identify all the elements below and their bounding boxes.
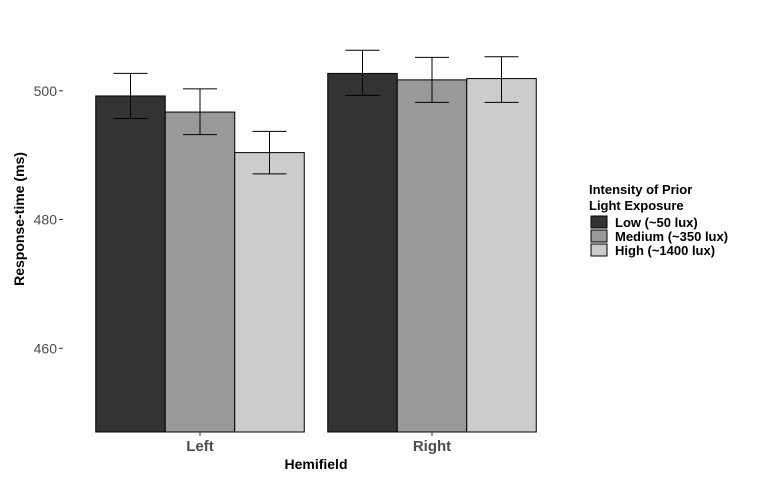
legend-label-3: High (~1400 lux) (615, 243, 715, 258)
bar-right-2 (396, 79, 468, 433)
bar-left-3 (234, 152, 305, 433)
legend-swatch-3 (590, 243, 608, 257)
x-axis-title: Hemifield (284, 456, 347, 472)
legend: Intensity of Prior Light Exposure Low (~… (589, 182, 728, 258)
legend-label-2: Medium (~350 lux) (615, 229, 728, 244)
bars-layer (95, 72, 537, 433)
y-axis: 460 480 500 (34, 83, 63, 356)
bar-left-1 (95, 95, 166, 433)
y-tick-label-480: 480 (34, 212, 58, 228)
error-bars-layer (113, 49, 519, 175)
x-tick-label-right: Right (413, 438, 451, 455)
error-bar-right-2 (415, 56, 449, 103)
error-bar-left-2 (183, 88, 217, 136)
x-tick-label-left: Left (186, 438, 214, 455)
x-axis: Left Right (186, 432, 451, 455)
error-bar-right-1 (345, 49, 380, 96)
y-tick-label-500: 500 (34, 83, 58, 99)
y-tick-label-460: 460 (34, 340, 58, 356)
legend-title-line-2: Light Exposure (589, 198, 684, 213)
bar-left-2 (164, 111, 236, 433)
bar-right-1 (327, 72, 398, 433)
error-bar-right-3 (484, 56, 519, 103)
error-bar-left-1 (113, 72, 148, 119)
legend-swatch-2 (590, 229, 608, 243)
legend-title-line-1: Intensity of Prior (589, 182, 692, 197)
error-bar-left-3 (252, 130, 287, 175)
legend-label-1: Low (~50 lux) (615, 215, 698, 230)
legend-swatch-1 (590, 215, 608, 229)
bar-right-3 (466, 78, 537, 433)
y-axis-title: Response-time (ms) (11, 152, 27, 286)
